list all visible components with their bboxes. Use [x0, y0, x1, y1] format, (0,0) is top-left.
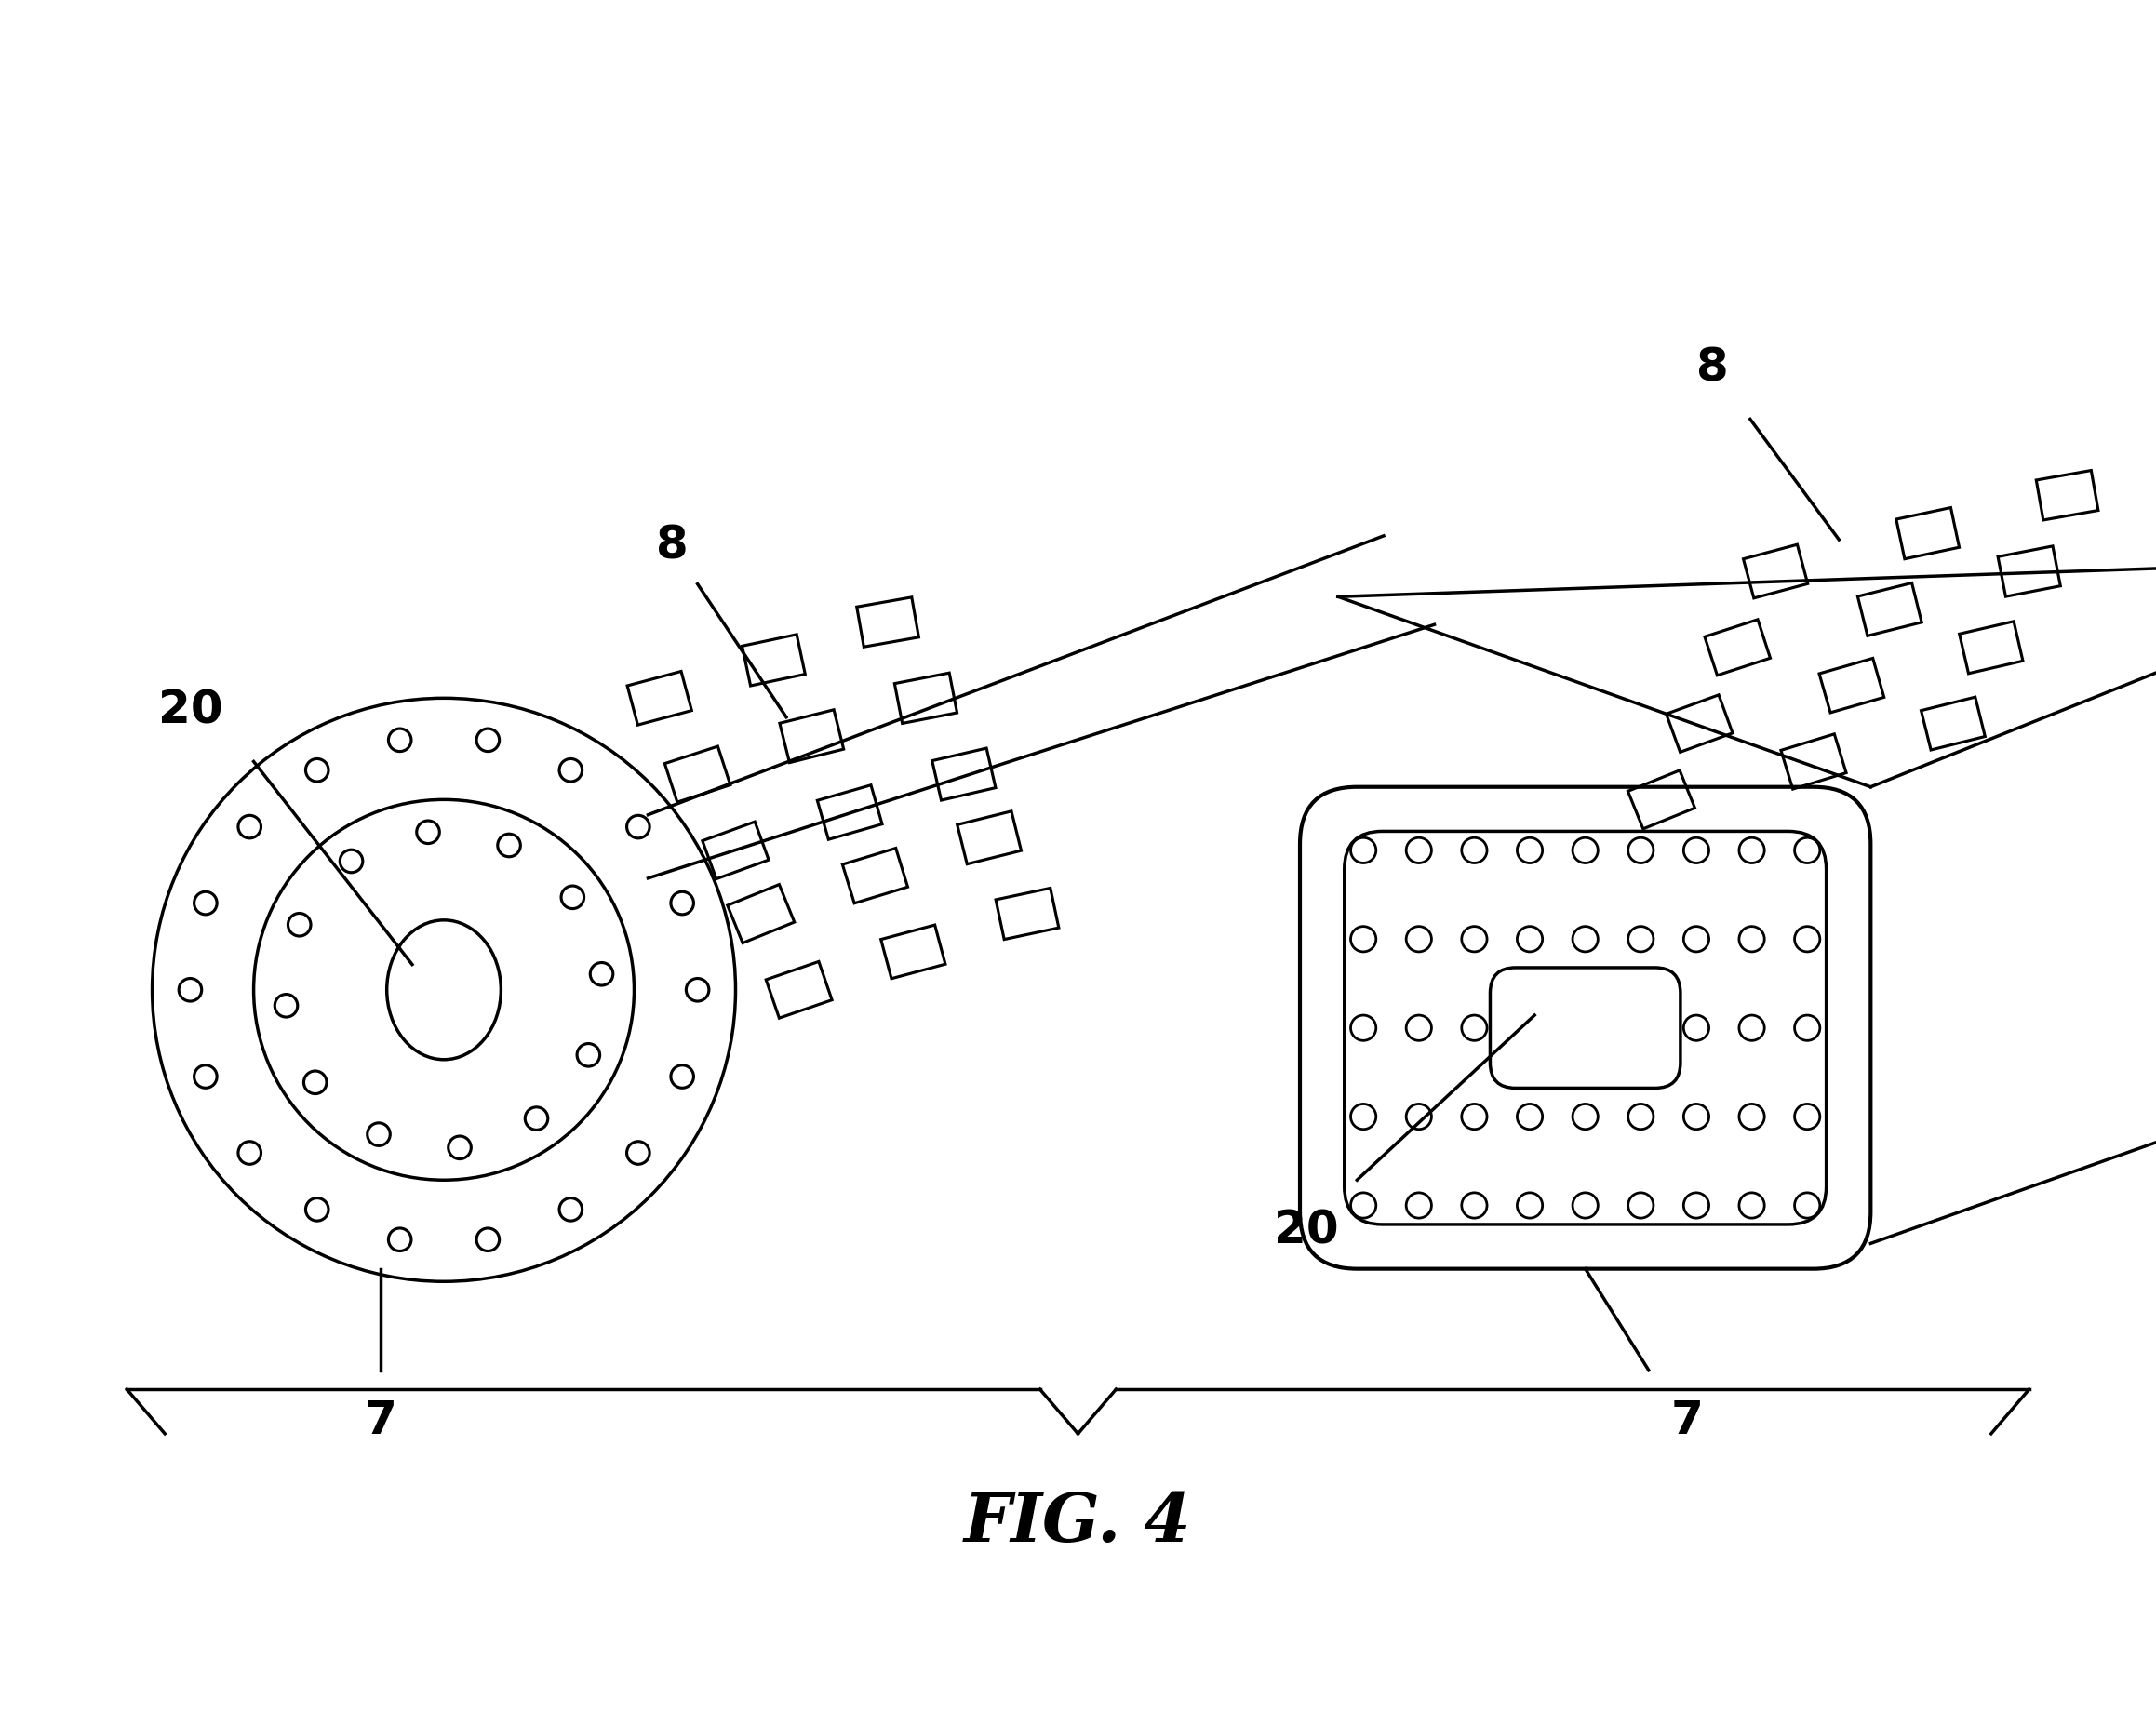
Bar: [856, 597, 918, 647]
Bar: [931, 747, 996, 801]
Bar: [1781, 734, 1846, 789]
Bar: [780, 709, 843, 763]
Bar: [882, 925, 944, 979]
Text: 20: 20: [157, 689, 222, 734]
Bar: [1960, 621, 2022, 673]
Bar: [1921, 697, 1986, 749]
Text: FIG. 4: FIG. 4: [964, 1490, 1192, 1555]
Bar: [1858, 583, 1921, 635]
Bar: [843, 847, 908, 903]
Bar: [895, 673, 957, 723]
Bar: [2035, 471, 2098, 520]
Text: 7: 7: [1671, 1398, 1703, 1443]
Bar: [1744, 544, 1807, 599]
Text: 7: 7: [364, 1398, 397, 1443]
Text: 8: 8: [655, 523, 688, 568]
Text: 8: 8: [1697, 347, 1729, 390]
Bar: [996, 889, 1059, 939]
Bar: [765, 961, 832, 1018]
Text: 20: 20: [1274, 1208, 1339, 1253]
Bar: [1999, 545, 2061, 597]
Bar: [627, 671, 692, 725]
Bar: [957, 811, 1022, 865]
Bar: [664, 746, 731, 803]
Bar: [703, 822, 770, 879]
Bar: [742, 635, 804, 685]
Bar: [1667, 696, 1733, 753]
Bar: [1820, 658, 1884, 713]
Bar: [817, 785, 882, 839]
Bar: [1628, 770, 1695, 828]
Bar: [1705, 620, 1770, 675]
Bar: [727, 884, 793, 942]
Bar: [1897, 507, 1960, 559]
